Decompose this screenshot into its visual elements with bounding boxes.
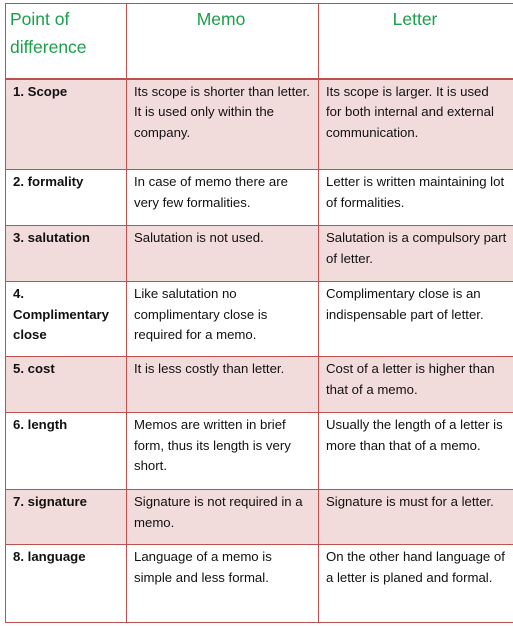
letter-cell: Usually the length of a letter is more t… — [318, 412, 513, 490]
memo-cell: Like salutation no complimentary close i… — [126, 281, 319, 357]
table-row: 2. formality In case of memo there are v… — [5, 169, 513, 226]
letter-cell: Salutation is a compulsory part of lette… — [318, 225, 513, 282]
point-cell: 1. Scope — [5, 78, 127, 170]
letter-cell: On the other hand language of a letter i… — [318, 544, 513, 623]
point-cell: 3. salutation — [5, 225, 127, 282]
letter-cell: Its scope is larger. It is used for both… — [318, 78, 513, 170]
letter-cell: Signature is must for a letter. — [318, 489, 513, 545]
memo-cell: Its scope is shorter than letter. It is … — [126, 78, 319, 170]
memo-cell: Signature is not required in a memo. — [126, 489, 319, 545]
memo-cell: Salutation is not used. — [126, 225, 319, 282]
table-row: 3. salutation Salutation is not used. Sa… — [5, 225, 513, 282]
point-cell: 6. length — [5, 412, 127, 490]
memo-cell: In case of memo there are very few forma… — [126, 169, 319, 226]
header-point-of-difference: Point of difference — [5, 3, 127, 80]
table-row: 1. Scope Its scope is shorter than lette… — [5, 78, 513, 170]
table-row: 4. Complimentary close Like salutation n… — [5, 281, 513, 357]
point-cell: 8. language — [5, 544, 127, 623]
memo-cell: Language of a memo is simple and less fo… — [126, 544, 319, 623]
letter-cell: Letter is written maintaining lot of for… — [318, 169, 513, 226]
header-memo: Memo — [126, 3, 319, 80]
memo-cell: Memos are written in brief form, thus it… — [126, 412, 319, 490]
letter-cell: Complimentary close is an indispensable … — [318, 281, 513, 357]
point-cell: 5. cost — [5, 356, 127, 413]
comparison-table: Point of difference Memo Letter 1. Scope… — [5, 3, 513, 623]
table-row: 5. cost It is less costly than letter. C… — [5, 356, 513, 413]
table-row: 7. signature Signature is not required i… — [5, 489, 513, 545]
header-letter: Letter — [318, 3, 513, 80]
table-row: 8. language Language of a memo is simple… — [5, 544, 513, 623]
header-row: Point of difference Memo Letter — [5, 3, 513, 80]
table-row: 6. length Memos are written in brief for… — [5, 412, 513, 490]
memo-cell: It is less costly than letter. — [126, 356, 319, 413]
point-cell: 4. Complimentary close — [5, 281, 127, 357]
letter-cell: Cost of a letter is higher than that of … — [318, 356, 513, 413]
point-cell: 7. signature — [5, 489, 127, 545]
point-cell: 2. formality — [5, 169, 127, 226]
